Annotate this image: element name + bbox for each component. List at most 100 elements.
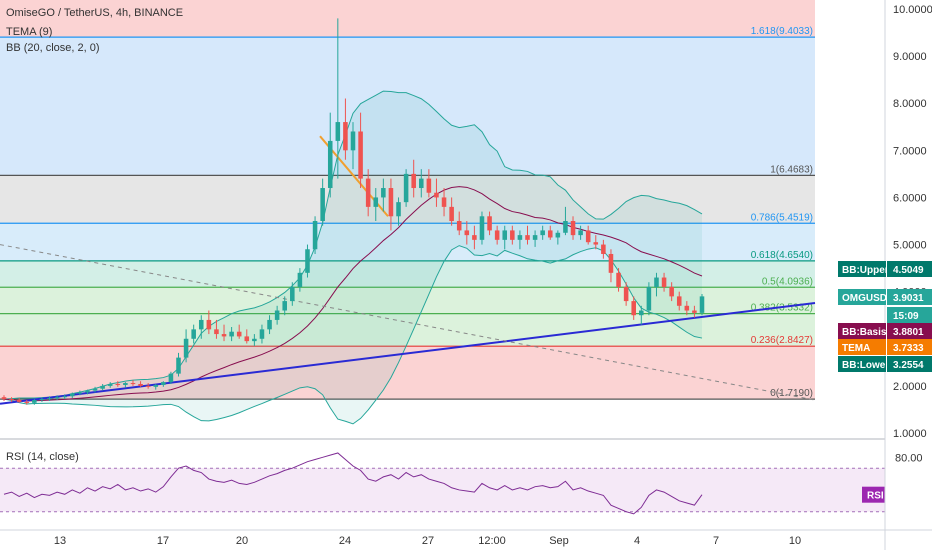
candle-body: [532, 235, 538, 240]
candle-body: [419, 178, 424, 189]
candle-body: [441, 197, 447, 207]
candle-body: [669, 286, 674, 297]
candle-body: [502, 230, 508, 240]
fib-band-3: [0, 223, 815, 261]
price-badge-value-text: 3.2554: [893, 360, 924, 371]
fib-band-1: [0, 37, 815, 176]
candle-body: [616, 272, 621, 287]
bb-fill: [4, 91, 702, 424]
time-axis[interactable]: 13 17 20 24 27 12:00 Sep 4 7 10: [0, 529, 932, 547]
rsi-pane: RSI45.63: [0, 438, 932, 515]
price-badge-value: [887, 356, 932, 372]
bb-basis-line: [3, 186, 703, 402]
candle-body: [479, 216, 485, 240]
candle-body: [221, 334, 227, 337]
rsi-legend[interactable]: RSI (14, close): [6, 451, 79, 463]
candle-body: [494, 230, 500, 240]
price-badge-value-text: 3.7333: [893, 343, 924, 354]
candle-body: [70, 393, 75, 397]
price-tick-label: 8.0000: [893, 98, 927, 110]
rsi-line: [3, 452, 703, 515]
fib-label-3: 0.618(4.6540): [751, 250, 813, 261]
price-tick-label: 5.0000: [893, 240, 927, 252]
price-tick-label: 9.0000: [893, 51, 927, 63]
candle-body: [153, 384, 159, 387]
time-tick-label: 17: [157, 535, 169, 547]
candle-body: [623, 286, 629, 302]
fib-label-0: 1.618(9.4033): [751, 26, 813, 37]
candle-body: [517, 235, 523, 240]
price-tick-label: 1.0000: [893, 428, 927, 440]
candle-body: [555, 232, 561, 238]
price-badge-label: [838, 356, 886, 372]
candle-body: [145, 385, 151, 387]
price-badge-value: [887, 339, 932, 355]
candlestick-series: [1, 18, 705, 405]
candle-body: [161, 382, 166, 385]
candle-body: [206, 319, 212, 330]
candle-body: [456, 221, 462, 231]
price-tick-label: 10.0000: [893, 4, 932, 16]
candle-body: [464, 230, 470, 236]
candle-body: [335, 122, 341, 141]
candle-body: [9, 399, 14, 401]
fib-label-5: 0.382(3.5332): [751, 303, 813, 314]
price-badge-label-text: TEMA: [842, 343, 870, 354]
candle-body: [16, 400, 22, 402]
candle-body: [107, 384, 113, 386]
candle-body: [639, 310, 644, 316]
fib-levels: 1.618(9.4033) 1(6.4683) 0.786(5.4519) 0.618…: [0, 26, 815, 400]
candle-body: [601, 244, 606, 254]
candle-body: [381, 188, 386, 198]
candle-body: [252, 338, 257, 342]
candle-body: [343, 122, 348, 151]
price-badges: BB:Upper 4.5049 OMGUSDT 3.9031 15:09 BB:Basis…: [838, 261, 932, 372]
price-badge-value-text: 3.8801: [893, 327, 924, 338]
price-tick-label: 7.0000: [893, 145, 927, 157]
candle-body: [100, 385, 105, 389]
bollinger-bands: [3, 90, 703, 425]
candle-body: [525, 235, 530, 240]
candle-body: [578, 230, 583, 236]
tema-legend[interactable]: TEMA (9): [6, 26, 52, 38]
price-badge-label: [838, 289, 886, 305]
fib-background-bands: [0, 0, 815, 400]
candle-body: [176, 357, 181, 374]
candle-body: [130, 383, 136, 385]
candle-body: [229, 331, 234, 337]
fib-label-1: 1(6.4683): [770, 164, 813, 175]
time-tick-label: 10: [789, 535, 801, 547]
candle-body: [183, 338, 189, 358]
price-badge-value: [887, 261, 932, 277]
candle-body: [32, 400, 37, 403]
bb-legend[interactable]: BB (20, close, 2, 0): [6, 42, 100, 54]
candle-body: [267, 319, 272, 330]
candle-body: [684, 305, 690, 311]
candle-body: [214, 329, 219, 335]
price-badge-value: [887, 323, 932, 339]
candle-body: [327, 140, 333, 189]
candle-body: [47, 398, 52, 400]
time-tick-label: 4: [634, 535, 640, 547]
price-badge-label-text: BB:Upper: [842, 265, 889, 276]
candle-body: [487, 216, 492, 231]
candle-body: [320, 188, 325, 221]
price-badge-value-text: 15:09: [893, 311, 919, 322]
candle-body: [593, 242, 599, 245]
rsi-band: [0, 468, 885, 512]
candle-body: [570, 221, 576, 236]
candle-body: [24, 401, 30, 403]
rsi-tick-label: 80.00: [895, 452, 923, 464]
symbol-title[interactable]: OmiseGO / TetherUS, 4h, BINANCE: [6, 7, 183, 19]
candle-body: [191, 329, 196, 339]
time-tick-label: 12:00: [478, 535, 506, 547]
candle-body: [631, 301, 636, 316]
price-badge-value: [887, 289, 932, 305]
candle-body: [358, 131, 363, 179]
time-tick-label: 24: [339, 535, 351, 547]
candle-body: [563, 221, 568, 233]
candle-body: [39, 399, 45, 401]
candle-body: [54, 397, 60, 399]
candle-body: [77, 392, 83, 394]
candle-body: [1, 397, 7, 400]
